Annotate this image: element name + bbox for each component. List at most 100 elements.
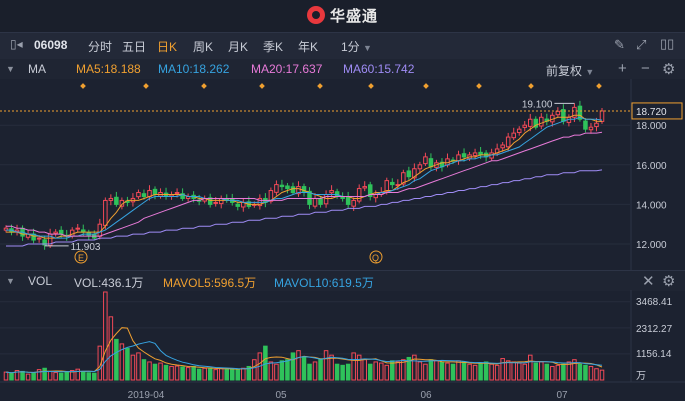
candle-body xyxy=(500,144,505,149)
volume-bar xyxy=(163,364,169,381)
volume-bar xyxy=(31,372,36,381)
volume-bar xyxy=(539,361,544,381)
volume-bar xyxy=(362,359,367,381)
candle-body xyxy=(53,231,58,235)
volume-bar xyxy=(130,354,136,381)
candle-body xyxy=(213,201,218,204)
brand-title: 华盛通 xyxy=(0,5,685,26)
candle-body xyxy=(58,229,64,235)
volume-bar xyxy=(80,371,86,381)
candle-body xyxy=(461,153,467,158)
marker-q-label: Q xyxy=(372,253,379,263)
stock-code[interactable]: 06098 xyxy=(34,38,68,52)
candle-body xyxy=(572,106,577,118)
volume-bar xyxy=(412,354,417,381)
volume-bar xyxy=(180,366,185,381)
ma60-value: MA60:15.742 xyxy=(343,62,415,76)
volume-chart: 3468.41 2312.27 1156.14 万 2019-04 05 06 … xyxy=(0,290,685,401)
candle-body xyxy=(285,185,290,190)
volume-bar xyxy=(196,368,202,381)
volume-bar xyxy=(434,360,439,381)
event-marker xyxy=(368,83,374,89)
volume-bar xyxy=(340,364,345,381)
volume-bar xyxy=(550,365,555,381)
volume-bar xyxy=(202,367,207,381)
event-marker xyxy=(423,83,429,89)
volume-bar xyxy=(141,359,147,381)
volume-bar xyxy=(401,359,406,381)
brand-logo-icon xyxy=(306,6,325,24)
tab-five-day[interactable]: 五日 xyxy=(122,40,147,54)
event-marker xyxy=(596,83,602,89)
price-axis-label: 14.000 xyxy=(636,200,667,211)
candle-body xyxy=(362,186,367,189)
event-marker xyxy=(317,83,323,89)
tab-year-k[interactable]: 年K xyxy=(298,40,319,54)
volume-bar xyxy=(224,368,230,381)
low-annotation: 11.903 xyxy=(44,242,101,253)
volume-bar xyxy=(42,367,47,381)
volume-bar xyxy=(384,364,390,381)
tab-month-k[interactable]: 月K xyxy=(228,40,249,54)
event-marker xyxy=(143,83,149,89)
minus-icon[interactable]: − xyxy=(641,60,650,77)
event-marker xyxy=(259,83,265,89)
brand-name: 华盛通 xyxy=(329,8,378,25)
pencil-icon[interactable]: ✎ xyxy=(614,37,625,52)
volume-bar xyxy=(307,363,312,381)
volume-bar xyxy=(191,365,196,381)
low-value: 11.903 xyxy=(71,242,101,253)
vol-value: VOL:436.1万 xyxy=(74,276,144,290)
tab-week-k[interactable]: 周K xyxy=(193,40,214,54)
ma-lines xyxy=(6,114,603,247)
gear-icon[interactable]: ⚙ xyxy=(662,61,676,78)
volume-bar xyxy=(158,362,163,381)
volume-bar xyxy=(169,365,174,381)
volume-bar xyxy=(241,367,246,381)
collapse-icon[interactable]: ▼ xyxy=(6,276,15,286)
price-chart: 18.720 18.000 16.000 14.000 12.000 19.10… xyxy=(0,79,683,270)
vol-axis-label: 2312.27 xyxy=(636,324,673,335)
vol-legend-bar: ▼ VOL VOL:436.1万 MAVOL5:596.5万 MAVOL10:6… xyxy=(0,270,685,291)
candle-body xyxy=(323,194,329,205)
sidebar-toggle-icon[interactable]: ▯◂ xyxy=(10,37,23,51)
volume-bar xyxy=(445,362,450,381)
candle-body xyxy=(527,118,533,127)
vol-unit-label: 万 xyxy=(636,371,646,382)
event-markers xyxy=(80,83,602,89)
expand-icon[interactable]: ⤢ xyxy=(636,37,647,52)
adjust-select[interactable]: 前复权 ▼ xyxy=(546,62,594,79)
candle-body xyxy=(180,193,185,199)
close-icon[interactable]: ✕ xyxy=(642,273,655,290)
tab-timeshare[interactable]: 分时 xyxy=(88,40,113,54)
volume-bar xyxy=(136,352,141,381)
event-marker xyxy=(201,83,207,89)
candle-body xyxy=(14,229,20,233)
volume-bar xyxy=(583,364,588,381)
volume-bar xyxy=(489,363,494,381)
candle-body xyxy=(522,124,528,128)
volume-bar xyxy=(296,350,301,381)
volume-bar xyxy=(351,352,356,381)
plus-icon[interactable]: + xyxy=(618,60,627,77)
earnings-marker-icon[interactable] xyxy=(74,250,88,264)
candle-body xyxy=(594,122,599,128)
candle-body xyxy=(290,186,296,194)
volume-bar xyxy=(527,354,533,381)
candle-body xyxy=(279,184,285,188)
candle-body xyxy=(351,199,356,207)
volume-bar xyxy=(522,363,528,381)
x-axis-label: 07 xyxy=(556,390,568,401)
candle-body xyxy=(472,152,478,156)
event-marker-icon[interactable] xyxy=(369,250,383,264)
minute-select[interactable]: 1分 ▼ xyxy=(341,38,372,55)
volume-bar xyxy=(229,368,235,381)
collapse-icon[interactable]: ▼ xyxy=(6,64,15,74)
tab-day-k[interactable]: 日K xyxy=(157,40,178,54)
candle-body xyxy=(307,190,312,205)
ma-line-ma60 xyxy=(6,169,603,247)
gear-icon[interactable]: ⚙ xyxy=(662,273,676,290)
volume-bar xyxy=(428,359,434,381)
sidebar-right-icon[interactable]: ▯▯ xyxy=(660,36,675,51)
tab-quarter-k[interactable]: 季K xyxy=(263,40,284,54)
